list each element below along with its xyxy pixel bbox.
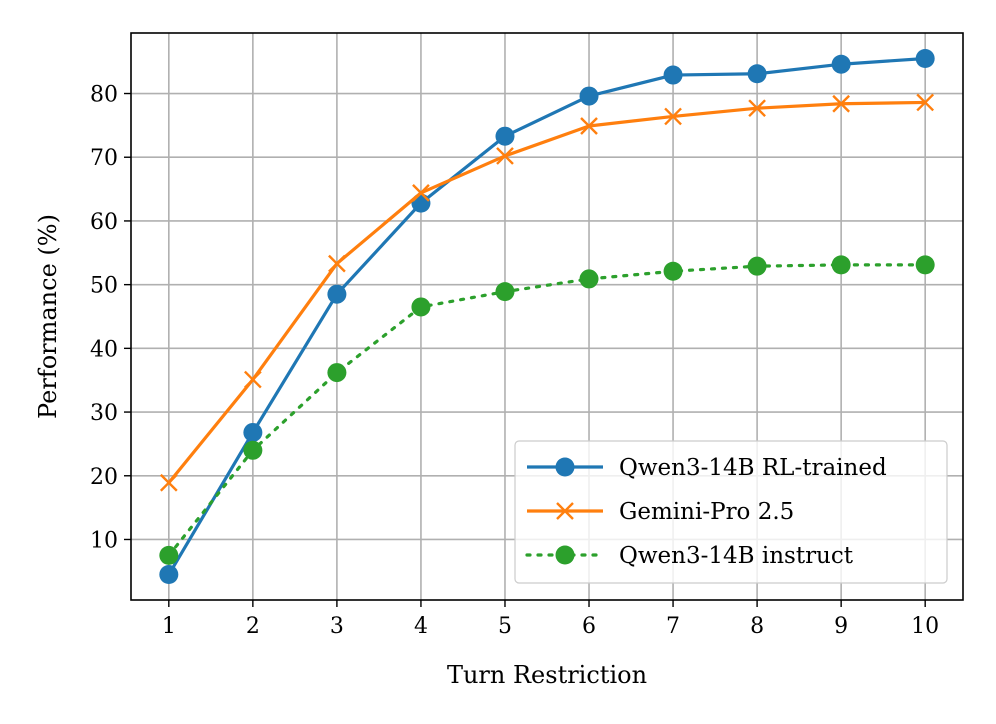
x-tick-label: 9 [834, 614, 848, 639]
data-point [916, 93, 935, 112]
data-point [495, 126, 515, 146]
x-tick-label: 5 [498, 614, 512, 639]
x-axis-title: Turn Restriction [447, 661, 647, 689]
x-tick-label: 3 [330, 614, 344, 639]
x-tick-label: 2 [246, 614, 260, 639]
legend-label-instruct: Qwen3-14B instruct [619, 543, 854, 569]
data-point [159, 565, 179, 585]
data-point [664, 107, 682, 126]
data-point [579, 86, 599, 106]
x-tick-label: 1 [162, 614, 176, 639]
data-point [663, 261, 683, 281]
legend-label-rl: Qwen3-14B RL-trained [619, 455, 887, 481]
data-point [327, 284, 347, 304]
data-point [159, 473, 178, 492]
series-line [167, 100, 926, 484]
legend-entry-gemini: Gemini-Pro 2.5 [527, 499, 794, 525]
legend-marker [555, 545, 575, 565]
series-line [167, 56, 926, 576]
y-tick-label: 20 [90, 465, 118, 490]
legend-swatch-gemini [527, 502, 603, 520]
legend-entry-instruct: Qwen3-14B instruct [525, 543, 854, 569]
data-point [243, 440, 263, 460]
data-point [915, 48, 935, 68]
data-point [747, 64, 767, 84]
legend-label-gemini: Gemini-Pro 2.5 [619, 499, 794, 525]
data-point [915, 255, 935, 275]
x-tick-label: 6 [582, 614, 596, 639]
data-point [328, 254, 346, 273]
y-axis-title: Performance (%) [34, 214, 62, 419]
data-point [243, 422, 263, 442]
data-point [831, 255, 851, 275]
data-point [327, 363, 347, 383]
legend-marker [555, 457, 575, 477]
series-line [167, 263, 927, 558]
data-point [159, 545, 179, 565]
data-point [831, 54, 851, 74]
series-layer [159, 48, 935, 585]
data-point [579, 269, 599, 289]
y-tick-label: 10 [90, 528, 118, 553]
series-1 [159, 93, 935, 492]
data-point [747, 256, 767, 276]
y-tick-label: 50 [90, 274, 118, 299]
y-tick-label: 70 [90, 146, 118, 171]
data-point [495, 282, 515, 302]
data-point [412, 184, 430, 202]
legend-swatch-rl [527, 457, 603, 477]
y-tick-label: 60 [90, 210, 118, 235]
x-tick-label: 10 [911, 614, 939, 639]
data-point [748, 99, 766, 118]
axis-ticks: 1 2 3 4 5 6 7 8 9 10 10 20 30 40 50 60 70 80 [90, 83, 939, 639]
legend-entry-rl: Qwen3-14B RL-trained [527, 455, 887, 481]
legend-box [514, 440, 948, 584]
y-tick-label: 40 [90, 337, 118, 362]
data-point [411, 297, 431, 317]
legend-swatch-instruct [525, 545, 605, 565]
data-point [496, 147, 514, 165]
legend-marker [556, 502, 574, 520]
x-tick-label: 4 [414, 614, 428, 639]
data-point [244, 370, 262, 389]
data-point [832, 94, 850, 113]
x-tick-label: 8 [750, 614, 764, 639]
y-tick-label: 30 [90, 401, 118, 426]
plot-frame [130, 32, 964, 601]
data-point [580, 117, 598, 135]
x-tick-label: 7 [666, 614, 680, 639]
data-point [663, 65, 683, 85]
y-tick-label: 80 [90, 83, 118, 108]
series-2 [159, 255, 935, 565]
legend: Qwen3-14B RL-trained Gemini-Pro 2.5 Qwen… [514, 440, 948, 584]
